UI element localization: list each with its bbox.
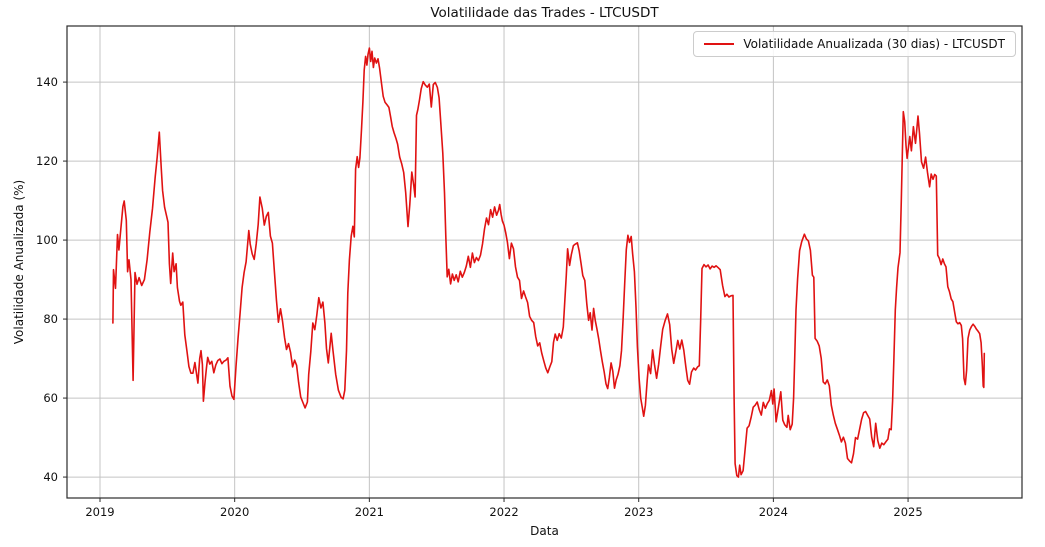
y-tick-label: 100 — [36, 233, 58, 247]
y-tick-label: 140 — [36, 75, 58, 89]
y-tick-label: 120 — [36, 154, 58, 168]
x-tick-label: 2023 — [624, 505, 653, 519]
chart-title: Volatilidade das Trades - LTCUSDT — [430, 5, 659, 21]
x-tick-label: 2019 — [85, 505, 114, 519]
volatility-line — [112, 47, 986, 478]
x-tick-label: 2025 — [893, 505, 922, 519]
x-tick-label: 2024 — [759, 505, 788, 519]
axes-frame — [66, 25, 1023, 499]
y-tick-label: 40 — [43, 470, 58, 484]
legend: Volatilidade Anualizada (30 dias) - LTCU… — [693, 31, 1016, 57]
x-tick-label: 2021 — [355, 505, 384, 519]
legend-label: Volatilidade Anualizada (30 dias) - LTCU… — [743, 37, 1005, 51]
y-tick-label: 80 — [43, 312, 58, 326]
x-tick-label: 2020 — [220, 505, 249, 519]
legend-line-swatch — [704, 43, 735, 45]
y-tick-label: 60 — [43, 391, 58, 405]
x-axis-label: Data — [530, 524, 559, 538]
x-tick-label: 2022 — [489, 505, 518, 519]
